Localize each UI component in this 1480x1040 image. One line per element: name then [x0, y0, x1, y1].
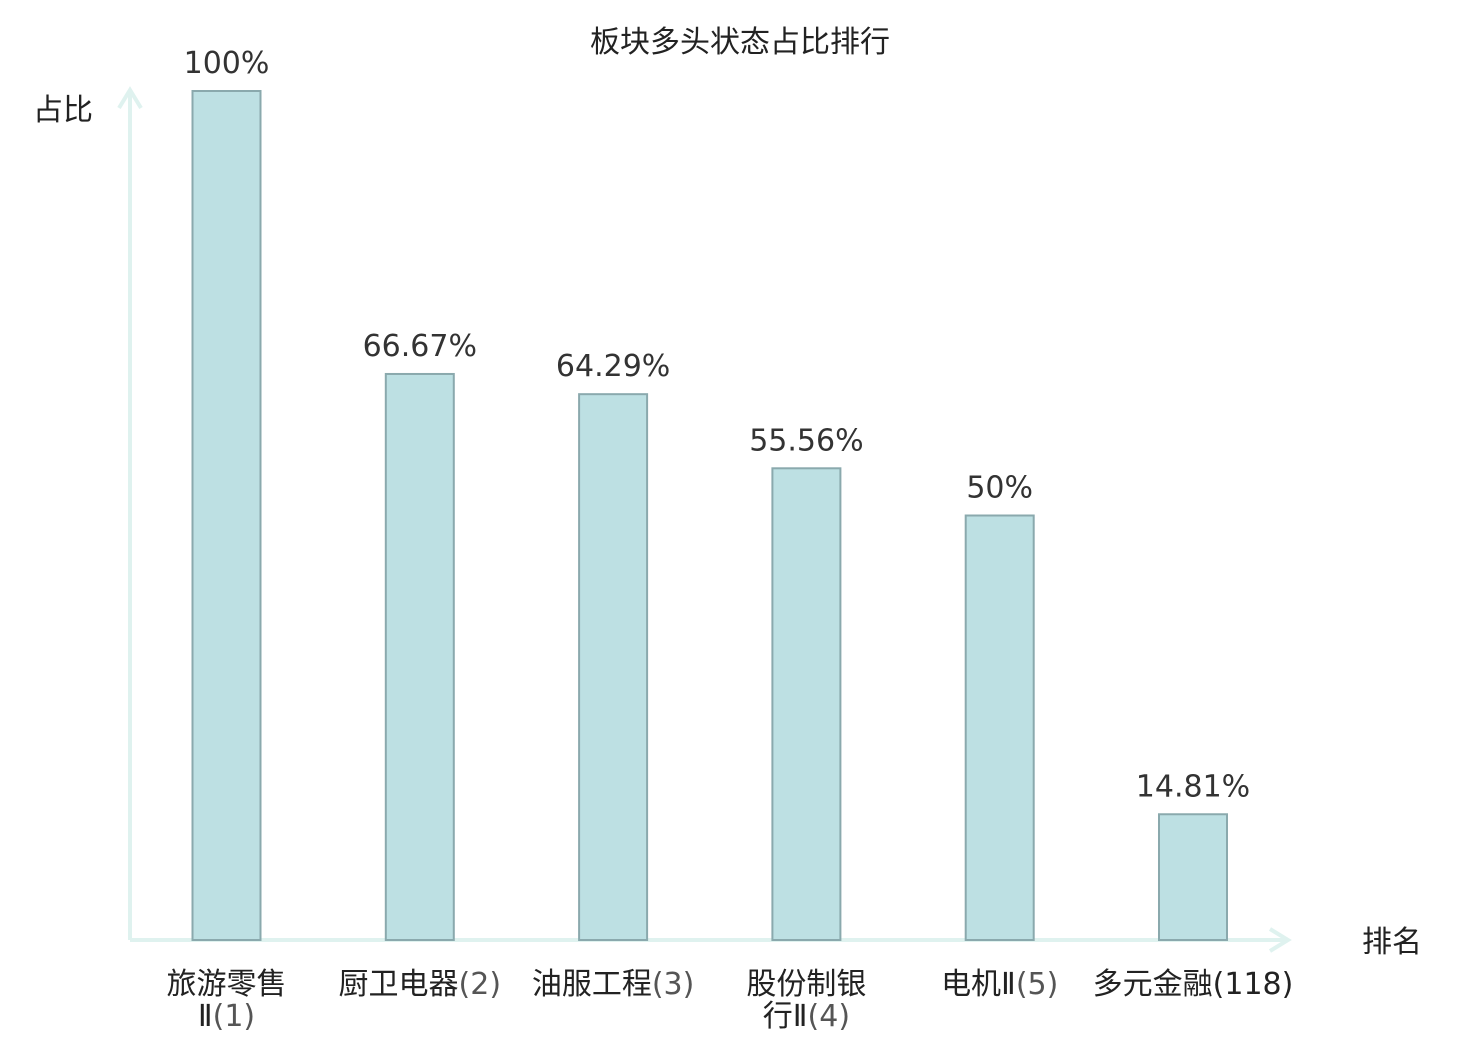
chart-title: 板块多头状态占比排行: [590, 25, 890, 60]
category-label: 股份制银行Ⅱ(4): [746, 967, 866, 1034]
y-axis-label: 占比: [33, 93, 93, 128]
bar: [1158, 813, 1228, 942]
category-label: 旅游零售 Ⅱ(1): [167, 967, 287, 1034]
category-label: 电机Ⅱ(5): [941, 967, 1058, 1002]
category-rank: (118): [1213, 967, 1294, 1002]
category-rank: (2): [459, 967, 502, 1002]
y-axis: [117, 86, 143, 940]
category-label: 厨卫电器(2): [339, 967, 502, 1002]
category-rank: (5): [1016, 967, 1058, 1002]
bar-value-label: 50%: [966, 471, 1033, 506]
category-label: 油服工程(3): [532, 967, 695, 1002]
bar: [384, 372, 455, 942]
bar-value-label: 55.56%: [749, 423, 863, 458]
category-labels-group: 旅游零售 Ⅱ(1) 厨卫电器(2) 油服工程(3) 股份制银行Ⅱ(4) 电机Ⅱ(5) 多元金…: [167, 967, 1294, 1034]
value-labels-group: 100% 66.67% 64.29% 55.56% 50% 14.81%: [184, 46, 1251, 804]
bar: [771, 467, 842, 941]
x-axis-label: 排名: [1362, 925, 1422, 960]
category-rank: (4): [808, 999, 851, 1034]
bars-group: [191, 90, 1228, 942]
bar-value-label: 14.81%: [1136, 769, 1250, 804]
x-axis: [130, 927, 1292, 953]
bar: [578, 393, 649, 941]
bar: [191, 90, 262, 941]
bar-value-label: 66.67%: [363, 329, 477, 364]
category-label: 多元金融(118): [1093, 967, 1294, 1002]
bar-value-label: 100%: [184, 46, 270, 81]
bar-value-label: 64.29%: [556, 349, 670, 384]
bar: [964, 514, 1035, 941]
category-rank: (1): [213, 999, 256, 1034]
category-rank: (3): [652, 967, 695, 1002]
